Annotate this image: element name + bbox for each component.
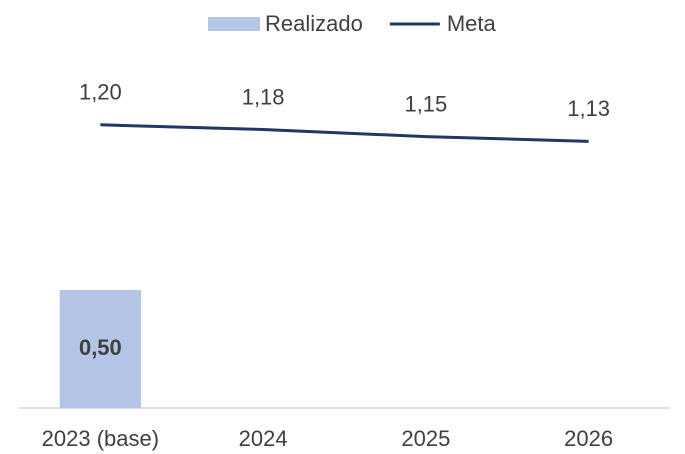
data-label: 1,15	[404, 91, 447, 116]
bar	[59, 290, 142, 408]
x-tick-label: 2026	[564, 426, 613, 451]
data-label: 1,18	[242, 84, 285, 109]
data-label: 1,13	[567, 96, 610, 121]
legend-swatch	[208, 17, 260, 31]
legend-label: Meta	[447, 11, 497, 36]
data-label: 0,50	[79, 335, 122, 360]
line	[100, 123, 589, 143]
x-tick-label: 2024	[239, 426, 288, 451]
legend-label: Realizado	[265, 11, 363, 36]
data-label: 1,20	[79, 80, 122, 105]
x-tick-label: 2025	[401, 426, 450, 451]
x-tick-label: 2023 (base)	[42, 426, 159, 451]
